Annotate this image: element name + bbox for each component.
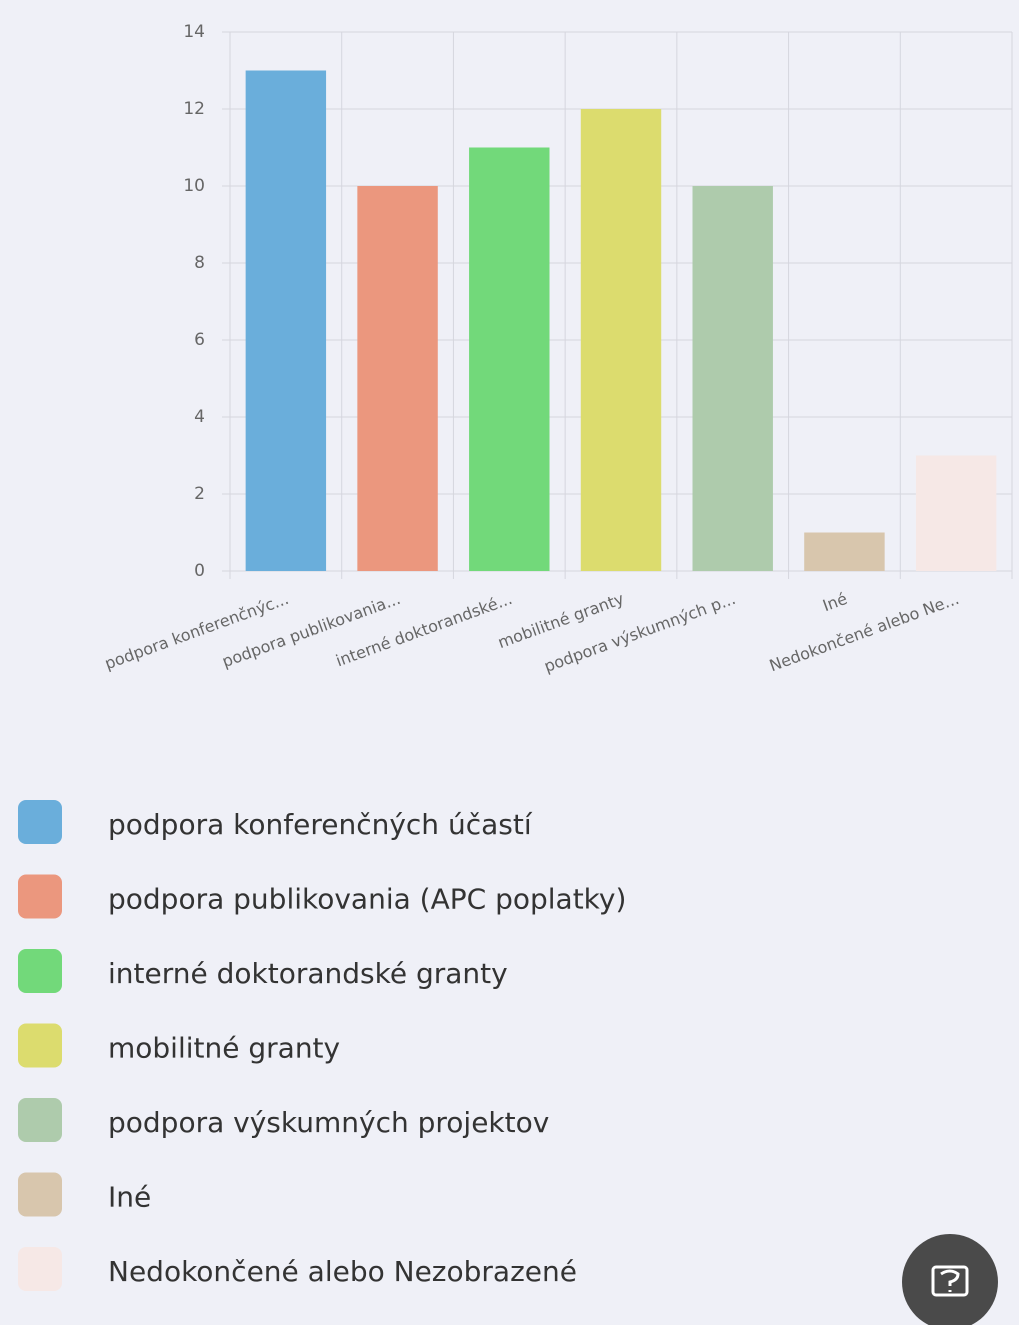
bar [692, 186, 773, 571]
legend-swatch [18, 1172, 62, 1217]
x-tick-label: podpora výskumných p... [541, 589, 738, 676]
bar [915, 455, 997, 571]
legend-label: interné doktorandské granty [108, 957, 508, 990]
legend-swatch [18, 1247, 62, 1291]
help-circle[interactable] [902, 1234, 998, 1325]
y-tick-label: 0 [194, 561, 205, 581]
bar [469, 147, 550, 571]
y-tick-label: 10 [183, 176, 205, 196]
bar [245, 70, 327, 571]
y-tick-label: 6 [194, 330, 205, 350]
bar [580, 109, 662, 571]
help-icon-mark[interactable] [940, 1269, 960, 1292]
y-tick-label: 8 [194, 253, 205, 273]
help-icon[interactable] [931, 1265, 969, 1297]
bar [357, 186, 438, 571]
legend-swatch [18, 949, 62, 993]
y-tick-label: 4 [194, 407, 205, 427]
legend-label: Iné [108, 1181, 151, 1214]
legend-label: podpora publikovania (APC poplatky) [108, 883, 626, 916]
y-tick-label: 14 [183, 22, 205, 42]
legend-swatch [18, 1023, 62, 1068]
legend-label: podpora výskumných projektov [108, 1106, 549, 1139]
bar [804, 532, 885, 571]
y-tick-label: 12 [183, 99, 205, 119]
legend-swatch [18, 800, 62, 844]
legend-label: Nedokončené alebo Nezobrazené [108, 1255, 577, 1288]
x-tick-label: Iné [820, 589, 850, 615]
y-tick-label: 2 [194, 484, 205, 504]
legend-swatch [18, 1098, 62, 1142]
legend-swatch [18, 874, 62, 919]
legend-label: podpora konferenčných účastí [108, 808, 533, 841]
help-button[interactable] [902, 1234, 998, 1325]
x-tick-label: podpora publikovania... [220, 589, 403, 671]
x-tick-label: Nedokončené alebo Ne... [767, 589, 962, 675]
x-tick-label: podpora konferenčnýc... [102, 589, 291, 673]
legend-label: mobilitné granty [108, 1032, 340, 1065]
